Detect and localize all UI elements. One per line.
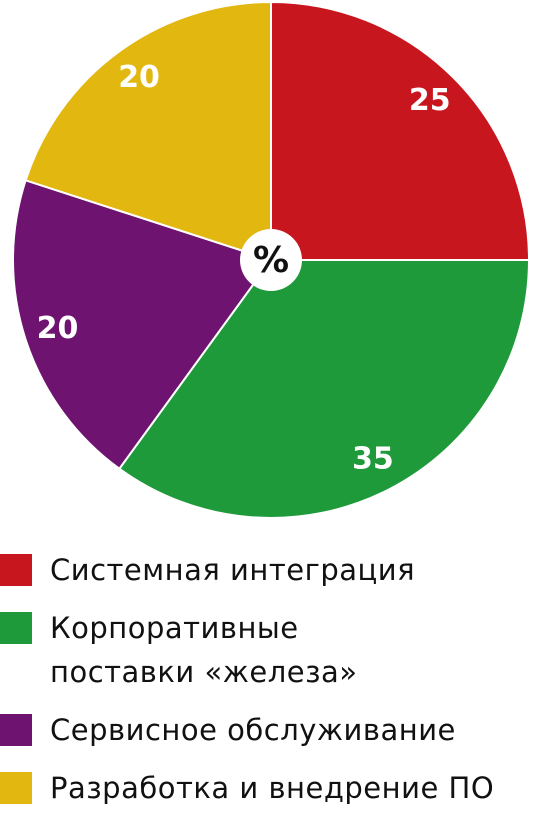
legend-swatch (0, 612, 32, 644)
pie-slice (24, 0, 272, 262)
legend-item: Системная интеграция (0, 548, 542, 592)
pie-slice (270, 0, 531, 261)
legend-item: Разработка и внедрение ПО (0, 766, 542, 810)
center-label: % (253, 240, 289, 281)
center-circle (240, 229, 302, 291)
legend-swatch (0, 554, 32, 586)
legend-label: Сервисное обслуживание (50, 713, 456, 747)
value-label: 20 (37, 311, 79, 346)
legend-item: Корпоративные поставки «железа» (0, 606, 542, 694)
page: {"chart_data": {"type": "pie", "center_l… (0, 0, 531, 805)
legend-swatch (0, 714, 32, 746)
legend-label: Системная интеграция (50, 553, 416, 587)
pie-slice (12, 179, 273, 471)
legend-label: Корпоративные поставки «железа» (50, 611, 358, 689)
value-label: 20 (118, 60, 160, 95)
value-label: 25 (409, 83, 451, 118)
legend-label: Разработка и внедрение ПО (50, 771, 495, 805)
chart: 25 35 20 20% (12, 0, 531, 519)
pie-slice (117, 259, 531, 519)
legend-swatch (0, 772, 32, 804)
legend-item: Сервисное обслуживание (0, 708, 542, 752)
value-label: 35 (352, 441, 394, 476)
legend: Системная интеграция Корпоративные постав… (0, 548, 542, 824)
